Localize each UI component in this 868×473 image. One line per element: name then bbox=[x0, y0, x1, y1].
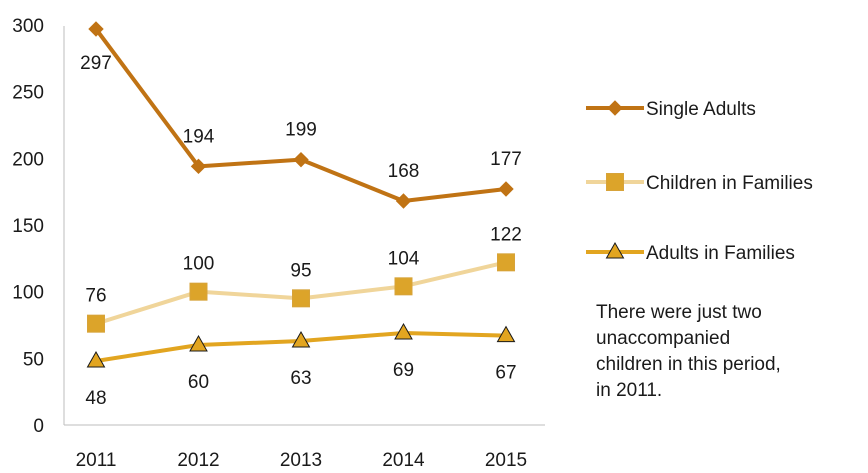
legend-item: Children in Families bbox=[586, 173, 813, 194]
note-line: unaccompanied bbox=[596, 328, 731, 349]
series-0: 297 194 199 168 177 bbox=[80, 21, 522, 209]
x-tick-label: 2014 bbox=[382, 450, 425, 471]
y-tick-label: 250 bbox=[12, 83, 44, 104]
data-label: 297 bbox=[80, 53, 112, 74]
data-point bbox=[291, 330, 311, 348]
y-tick-label: 300 bbox=[12, 16, 44, 37]
data-label: 69 bbox=[393, 360, 414, 381]
data-point bbox=[190, 158, 207, 175]
data-label: 48 bbox=[85, 388, 106, 409]
note-line: children in this period, bbox=[596, 354, 781, 375]
data-label: 100 bbox=[183, 254, 215, 275]
legend-swatch-marker bbox=[607, 100, 623, 116]
data-point bbox=[496, 325, 516, 343]
data-point bbox=[86, 350, 106, 368]
y-tick-labels: 0 50 100 150 200 250 300 bbox=[12, 16, 44, 437]
data-label: 76 bbox=[85, 286, 106, 307]
legend: Single Adults Children in Families Adults … bbox=[586, 99, 813, 264]
data-point bbox=[87, 314, 105, 333]
series-2: 48 60 63 69 67 bbox=[85, 322, 517, 409]
data-point bbox=[88, 21, 104, 37]
data-label: 67 bbox=[495, 363, 516, 384]
data-label: 60 bbox=[188, 372, 209, 393]
data-point bbox=[394, 277, 413, 296]
note-line: There were just two bbox=[596, 302, 762, 323]
x-tick-labels: 2011 2012 2013 2014 2015 bbox=[76, 450, 528, 471]
y-tick-label: 150 bbox=[12, 216, 44, 237]
data-label: 194 bbox=[183, 126, 215, 147]
legend-swatch-marker bbox=[606, 173, 624, 191]
data-point bbox=[189, 282, 208, 301]
legend-label: Children in Families bbox=[646, 173, 813, 194]
data-point bbox=[292, 289, 310, 308]
legend-label: Adults in Families bbox=[646, 243, 795, 264]
x-tick-label: 2012 bbox=[177, 450, 219, 471]
note-line: in 2011. bbox=[596, 380, 663, 401]
data-point bbox=[394, 322, 413, 340]
annotation-note: There were just two unaccompanied childr… bbox=[596, 300, 866, 404]
series-layer: 297 194 199 168 177 76 100 95 104 122 48 60 63 69 67 bbox=[80, 21, 522, 409]
legend-label: Single Adults bbox=[646, 99, 756, 120]
data-point bbox=[498, 181, 514, 197]
data-label: 199 bbox=[285, 120, 317, 141]
data-label: 104 bbox=[388, 248, 420, 269]
y-tick-label: 50 bbox=[23, 349, 44, 370]
x-tick-label: 2013 bbox=[280, 450, 322, 471]
data-point bbox=[189, 334, 208, 352]
x-tick-label: 2011 bbox=[76, 450, 117, 471]
data-point bbox=[395, 193, 412, 209]
series-line bbox=[94, 27, 508, 203]
x-tick-label: 2015 bbox=[485, 450, 527, 471]
y-tick-label: 0 bbox=[33, 416, 44, 437]
legend-item: Adults in Families bbox=[586, 241, 795, 264]
data-label: 168 bbox=[388, 161, 420, 182]
legend-item: Single Adults bbox=[586, 99, 756, 120]
y-tick-label: 200 bbox=[12, 149, 44, 170]
data-point bbox=[293, 151, 309, 168]
data-label: 177 bbox=[490, 149, 522, 170]
legend-swatch-marker bbox=[605, 241, 625, 259]
data-point bbox=[497, 253, 515, 272]
y-tick-label: 100 bbox=[12, 283, 44, 304]
data-label: 63 bbox=[290, 368, 311, 389]
data-label: 95 bbox=[290, 260, 311, 281]
series-1: 76 100 95 104 122 bbox=[85, 224, 522, 333]
data-label: 122 bbox=[490, 224, 522, 245]
